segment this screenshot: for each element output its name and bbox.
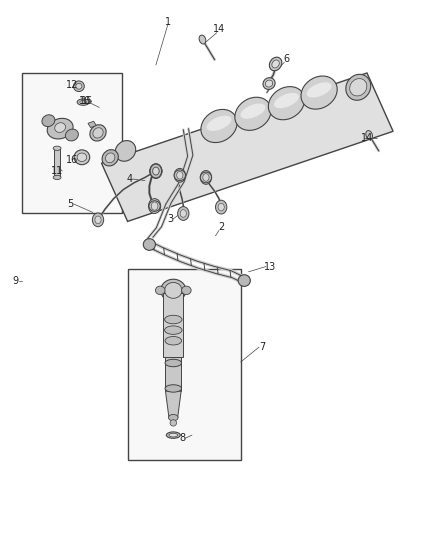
Ellipse shape bbox=[203, 174, 209, 181]
Text: 11: 11 bbox=[51, 166, 63, 176]
Text: 3: 3 bbox=[167, 214, 173, 224]
Ellipse shape bbox=[65, 129, 78, 141]
Ellipse shape bbox=[53, 175, 61, 180]
Text: 7: 7 bbox=[259, 342, 266, 352]
Ellipse shape bbox=[200, 172, 212, 183]
Ellipse shape bbox=[165, 316, 182, 324]
Ellipse shape bbox=[170, 419, 177, 426]
Text: 5: 5 bbox=[67, 199, 73, 209]
Polygon shape bbox=[102, 73, 393, 221]
Bar bbox=[22, 73, 122, 214]
Ellipse shape bbox=[95, 216, 101, 224]
Ellipse shape bbox=[77, 153, 87, 161]
Ellipse shape bbox=[201, 109, 237, 142]
Ellipse shape bbox=[301, 76, 337, 109]
Text: 6: 6 bbox=[283, 54, 290, 63]
Ellipse shape bbox=[174, 170, 185, 181]
Ellipse shape bbox=[102, 150, 118, 166]
Text: 12: 12 bbox=[66, 80, 78, 90]
Text: 16: 16 bbox=[66, 156, 78, 165]
Text: 15: 15 bbox=[81, 96, 94, 106]
Ellipse shape bbox=[199, 35, 206, 44]
Bar bbox=[127, 269, 241, 460]
Ellipse shape bbox=[218, 203, 224, 211]
FancyBboxPatch shape bbox=[166, 357, 181, 391]
Ellipse shape bbox=[80, 101, 87, 104]
Ellipse shape bbox=[42, 115, 55, 127]
Ellipse shape bbox=[182, 286, 191, 295]
Ellipse shape bbox=[346, 74, 371, 100]
Ellipse shape bbox=[53, 146, 61, 150]
Ellipse shape bbox=[150, 165, 162, 177]
Text: 14: 14 bbox=[361, 133, 373, 143]
Text: 8: 8 bbox=[179, 433, 185, 443]
Ellipse shape bbox=[169, 433, 178, 437]
Ellipse shape bbox=[207, 116, 231, 131]
Ellipse shape bbox=[92, 213, 104, 227]
Text: 13: 13 bbox=[264, 262, 276, 271]
Polygon shape bbox=[88, 121, 96, 127]
Text: 1: 1 bbox=[165, 17, 171, 27]
Ellipse shape bbox=[240, 103, 265, 119]
Ellipse shape bbox=[165, 336, 182, 345]
Ellipse shape bbox=[143, 239, 155, 251]
Ellipse shape bbox=[76, 83, 82, 89]
Text: 4: 4 bbox=[127, 174, 133, 184]
Ellipse shape bbox=[106, 153, 115, 163]
Ellipse shape bbox=[55, 123, 66, 132]
Ellipse shape bbox=[155, 286, 165, 295]
Ellipse shape bbox=[307, 82, 332, 98]
Ellipse shape bbox=[151, 202, 158, 210]
Text: 9: 9 bbox=[12, 276, 18, 286]
Ellipse shape bbox=[150, 164, 162, 179]
Ellipse shape bbox=[180, 209, 187, 217]
Text: 14: 14 bbox=[213, 24, 225, 34]
FancyBboxPatch shape bbox=[163, 293, 184, 357]
Ellipse shape bbox=[149, 201, 160, 212]
Ellipse shape bbox=[93, 128, 103, 138]
Ellipse shape bbox=[366, 131, 372, 140]
Ellipse shape bbox=[153, 167, 159, 175]
Ellipse shape bbox=[165, 359, 182, 367]
Ellipse shape bbox=[274, 93, 299, 108]
Ellipse shape bbox=[268, 87, 304, 120]
Ellipse shape bbox=[165, 326, 182, 334]
Ellipse shape bbox=[238, 274, 251, 286]
FancyBboxPatch shape bbox=[54, 148, 60, 177]
Ellipse shape bbox=[177, 172, 183, 179]
Ellipse shape bbox=[178, 207, 189, 220]
Polygon shape bbox=[166, 391, 181, 418]
Ellipse shape bbox=[47, 118, 73, 139]
Ellipse shape bbox=[166, 432, 180, 438]
Ellipse shape bbox=[215, 200, 227, 214]
Ellipse shape bbox=[169, 415, 178, 421]
Ellipse shape bbox=[350, 78, 367, 96]
Ellipse shape bbox=[74, 81, 84, 92]
Ellipse shape bbox=[165, 282, 182, 298]
Ellipse shape bbox=[165, 385, 182, 392]
Ellipse shape bbox=[152, 167, 159, 175]
Ellipse shape bbox=[269, 57, 282, 71]
Ellipse shape bbox=[115, 141, 136, 161]
Ellipse shape bbox=[77, 99, 89, 106]
Ellipse shape bbox=[74, 150, 90, 165]
Ellipse shape bbox=[265, 80, 273, 87]
Ellipse shape bbox=[174, 168, 185, 182]
Ellipse shape bbox=[90, 125, 106, 141]
Ellipse shape bbox=[272, 60, 279, 68]
Ellipse shape bbox=[200, 171, 212, 184]
Ellipse shape bbox=[263, 78, 275, 90]
Ellipse shape bbox=[150, 164, 162, 178]
Text: 2: 2 bbox=[218, 222, 224, 232]
Ellipse shape bbox=[235, 97, 271, 131]
Ellipse shape bbox=[148, 199, 161, 214]
Text: 10: 10 bbox=[79, 96, 92, 106]
Ellipse shape bbox=[161, 279, 186, 302]
